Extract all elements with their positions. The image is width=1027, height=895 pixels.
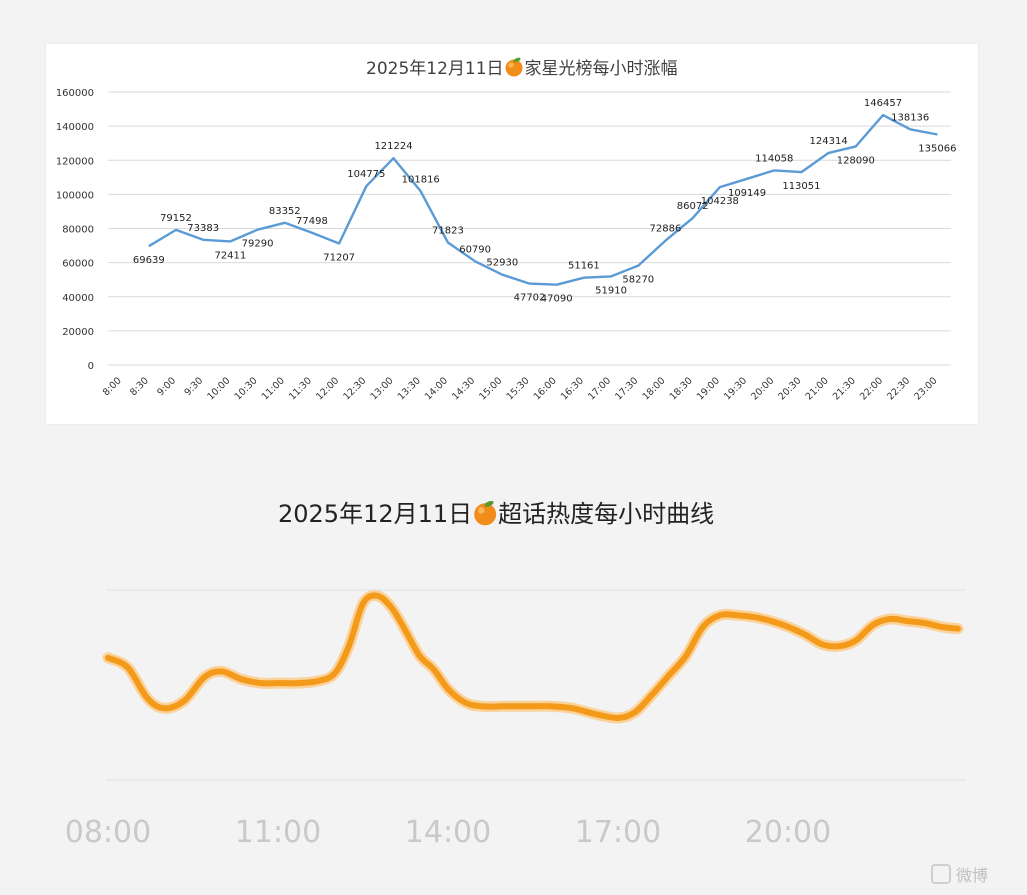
x-tick-label: 12:30 xyxy=(341,375,368,402)
data-label: 60790 xyxy=(459,244,491,255)
x-tick-label: 17:00 xyxy=(586,375,613,402)
y-tick-label: 100000 xyxy=(56,190,94,201)
x-tick-label: 20:00 xyxy=(749,375,776,402)
x-tick-label: 16:30 xyxy=(559,375,586,402)
x-tick-label: 11:00 xyxy=(260,375,287,402)
y-tick-label: 0 xyxy=(88,361,94,372)
x-tick-label: 14:00 xyxy=(405,815,491,850)
x-tick-label: 8:00 xyxy=(101,375,124,398)
data-label: 79290 xyxy=(242,239,274,250)
data-label: 73383 xyxy=(187,223,219,234)
data-label: 113051 xyxy=(782,181,820,192)
chart2-panel: 2025年12月11日 超话热度每小时曲线 08:00 11:00 14:00 17:0… xyxy=(46,470,978,880)
data-label: 72886 xyxy=(650,224,682,235)
x-tick-label: 17:00 xyxy=(575,815,661,850)
x-tick-label: 11:30 xyxy=(287,375,314,402)
data-label: 52930 xyxy=(486,258,518,269)
x-tick-label: 9:00 xyxy=(155,375,178,398)
chart2-svg: 2025年12月11日 超话热度每小时曲线 08:00 11:00 14:00 17:0… xyxy=(65,500,966,850)
data-label: 128090 xyxy=(837,155,875,166)
data-label: 146457 xyxy=(864,98,902,109)
x-tick-label: 19:00 xyxy=(695,375,722,402)
x-tick-label: 12:00 xyxy=(314,375,341,402)
data-label: 86072 xyxy=(677,201,709,212)
series-line xyxy=(148,113,938,286)
x-tick-label: 11:00 xyxy=(235,815,321,850)
x-tick-label: 08:00 xyxy=(65,815,151,850)
x-tick-label: 14:30 xyxy=(450,375,477,402)
x-tick-label: 18:00 xyxy=(640,375,667,402)
x-tick-label: 21:00 xyxy=(804,375,831,402)
x-tick-label: 20:30 xyxy=(776,375,803,402)
data-label: 135066 xyxy=(918,144,956,155)
chart2-title: 2025年12月11日 超话热度每小时曲线 xyxy=(278,500,714,528)
data-label: 77498 xyxy=(296,216,328,227)
series-line xyxy=(105,592,961,722)
data-label: 121224 xyxy=(374,141,412,152)
x-tick-label: 10:00 xyxy=(205,375,232,402)
x-tick-label: 23:00 xyxy=(912,375,939,402)
x-tick-label: 16:00 xyxy=(532,375,559,402)
x-tick-label: 21:30 xyxy=(831,375,858,402)
data-label: 58270 xyxy=(622,275,654,286)
x-tick-label: 19:30 xyxy=(722,375,749,402)
x-tick-label: 8:30 xyxy=(128,375,151,398)
x-tick-label: 15:30 xyxy=(504,375,531,402)
y-tick-label: 80000 xyxy=(62,225,94,236)
x-tick-label: 20:00 xyxy=(745,815,831,850)
x-tick-label: 9:30 xyxy=(182,375,205,398)
y-tick-label: 120000 xyxy=(56,156,94,167)
y-tick-label: 20000 xyxy=(62,327,94,338)
chart1-svg: 2025年12月11日 家星光榜每小时涨幅 0 20000 40000 60000 800… xyxy=(56,57,956,402)
data-label: 71823 xyxy=(432,225,464,236)
data-label: 124314 xyxy=(810,136,848,147)
data-label: 71207 xyxy=(323,253,355,264)
data-label: 47090 xyxy=(541,294,573,305)
x-tick-label: 10:30 xyxy=(233,375,260,402)
x-tick-label: 13:30 xyxy=(396,375,423,402)
y-tick-label: 160000 xyxy=(56,88,94,99)
data-label: 104775 xyxy=(347,169,385,180)
data-label: 138136 xyxy=(891,112,929,123)
y-tick-label: 60000 xyxy=(62,259,94,270)
x-tick-label: 14:00 xyxy=(423,375,450,402)
x-tick-label: 18:30 xyxy=(668,375,695,402)
chart1-panel: 2025年12月11日 家星光榜每小时涨幅 0 20000 40000 60000 800… xyxy=(46,44,978,424)
y-tick-label: 140000 xyxy=(56,122,94,133)
data-label: 72411 xyxy=(214,250,246,261)
x-tick-label: 15:00 xyxy=(477,375,504,402)
data-label: 79152 xyxy=(160,213,192,224)
chart1-title: 2025年12月11日 家星光榜每小时涨幅 xyxy=(366,59,678,79)
data-label: 51161 xyxy=(568,261,600,272)
data-label: 83352 xyxy=(269,206,301,217)
orange-icon xyxy=(474,500,497,526)
data-label: 104238 xyxy=(701,196,739,207)
data-label: 109149 xyxy=(728,188,766,199)
data-label: 51910 xyxy=(595,285,627,296)
x-tick-label: 22:30 xyxy=(885,375,912,402)
data-label: 101816 xyxy=(402,174,440,185)
data-label: 47702 xyxy=(514,293,546,304)
data-label: 114058 xyxy=(755,153,793,164)
x-tick-label: 22:00 xyxy=(858,375,885,402)
x-tick-label: 17:30 xyxy=(613,375,640,402)
watermark-text: 微博 xyxy=(956,866,988,885)
watermark: 微博 xyxy=(931,864,988,885)
data-label: 69639 xyxy=(133,255,165,266)
x-tick-label: 13:00 xyxy=(369,375,396,402)
series-line-glow xyxy=(102,590,964,724)
orange-icon xyxy=(505,57,523,77)
watermark-logo-icon xyxy=(931,864,951,884)
y-tick-label: 40000 xyxy=(62,293,94,304)
